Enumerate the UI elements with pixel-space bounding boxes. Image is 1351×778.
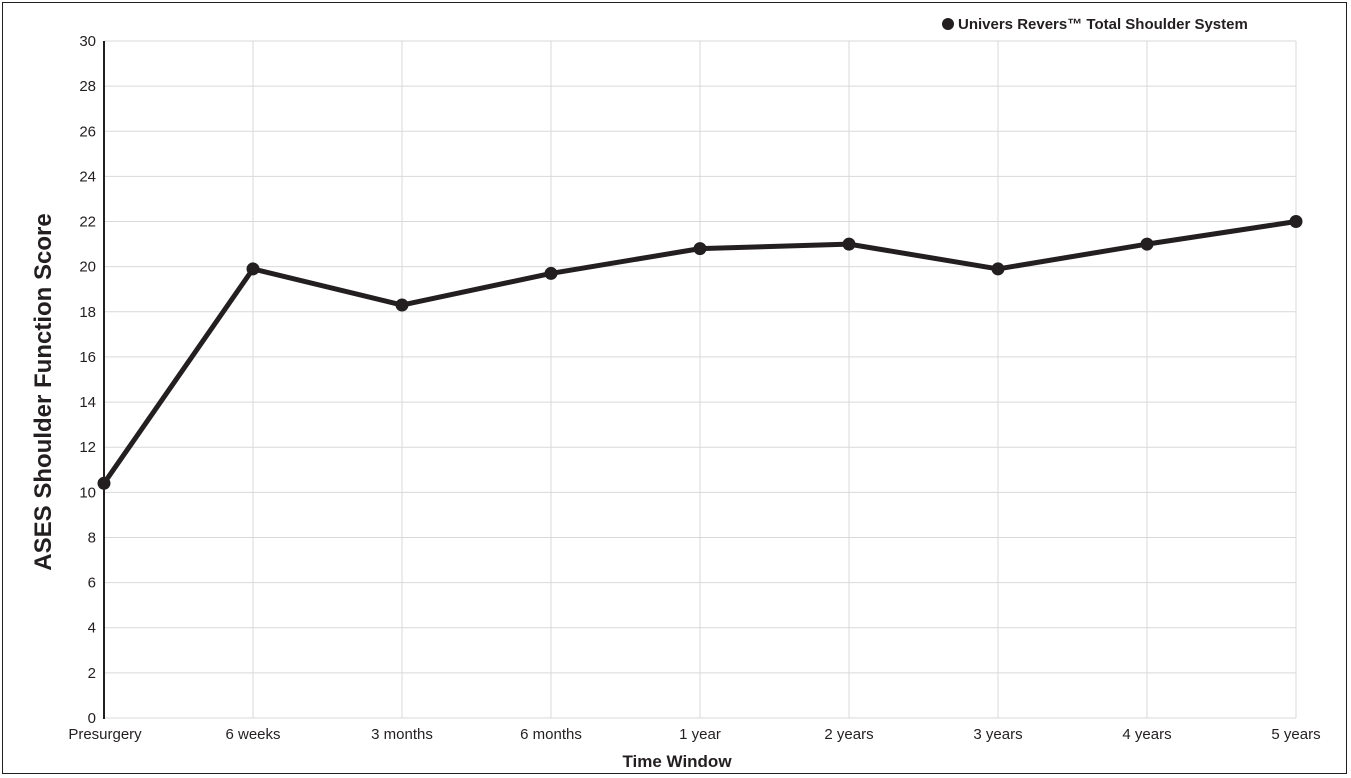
- x-tick-label: Presurgery: [68, 726, 142, 743]
- y-tick-label: 26: [79, 123, 96, 140]
- x-tick-label: 6 weeks: [225, 726, 280, 743]
- y-tick-label: 18: [79, 304, 96, 321]
- x-tick-label: 3 months: [371, 726, 433, 743]
- x-tick-label: 6 months: [520, 726, 582, 743]
- data-point: [693, 242, 707, 256]
- y-tick-label: 20: [79, 259, 96, 276]
- legend: Univers Revers™ Total Shoulder System: [942, 16, 1248, 33]
- data-point: [1140, 237, 1154, 251]
- x-tick-label: 3 years: [973, 726, 1022, 743]
- data-point: [97, 476, 111, 490]
- y-tick-label: 10: [79, 484, 96, 501]
- data-point: [842, 237, 856, 251]
- y-tick-label: 14: [79, 394, 96, 411]
- series-group: [97, 215, 1303, 490]
- x-tick-labels: Presurgery 6 weeks 3 months 6 months 1 year 2…: [68, 726, 1320, 743]
- y-tick-label: 6: [88, 575, 96, 592]
- grid-lines: [104, 40, 1297, 719]
- y-tick-label: 2: [88, 665, 96, 682]
- y-tick-label: 24: [79, 168, 96, 185]
- y-tick-label: 30: [79, 33, 96, 50]
- data-point: [1289, 215, 1303, 229]
- data-point: [991, 262, 1005, 276]
- y-tick-label: 22: [79, 214, 96, 231]
- y-tick-label: 8: [88, 529, 96, 546]
- legend-label: Univers Revers™ Total Shoulder System: [958, 16, 1248, 33]
- x-tick-label: 2 years: [824, 726, 873, 743]
- data-point: [246, 262, 260, 276]
- y-axis-title: ASES Shoulder Function Score: [30, 213, 57, 570]
- y-tick-label: 16: [79, 349, 96, 366]
- y-tick-label: 12: [79, 439, 96, 456]
- legend-marker-icon: [942, 18, 954, 30]
- y-tick-label: 4: [88, 620, 96, 637]
- x-axis-title: Time Window: [622, 752, 732, 771]
- y-tick-label: 28: [79, 78, 96, 95]
- x-tick-label: 1 year: [679, 726, 721, 743]
- x-tick-label: 5 years: [1271, 726, 1320, 743]
- data-point: [544, 266, 558, 280]
- x-tick-label: 4 years: [1122, 726, 1171, 743]
- y-tick-label: 0: [88, 710, 96, 727]
- data-point: [395, 298, 409, 312]
